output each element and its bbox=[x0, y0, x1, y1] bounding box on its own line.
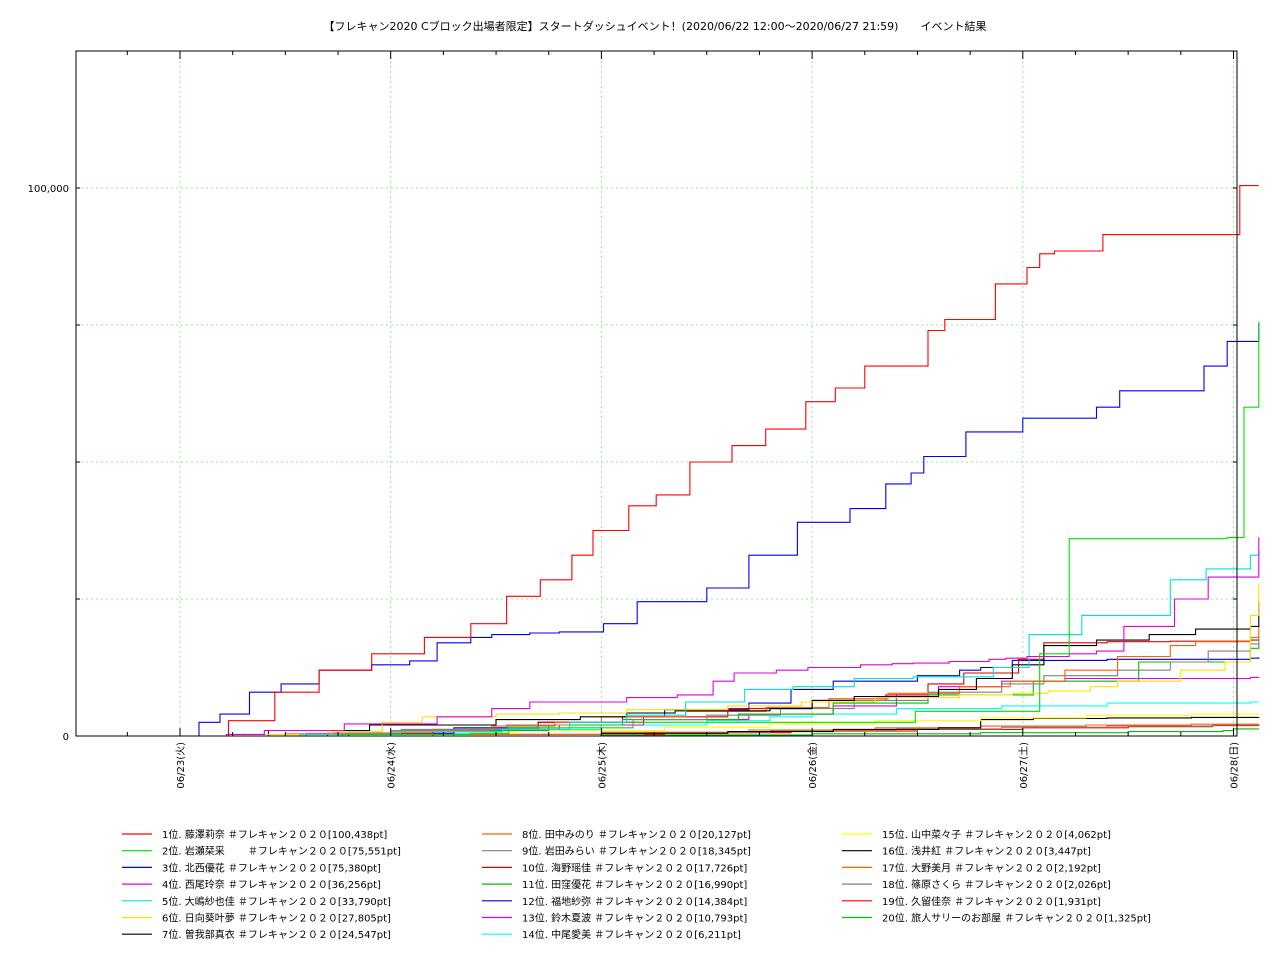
legend-label: 14位. 中尾愛美 ＃フレキャン２０２０[6,211pt] bbox=[522, 928, 741, 941]
series-line bbox=[180, 713, 1260, 737]
legend-label: 13位. 鈴木夏波 ＃フレキャン２０２０[10,793pt] bbox=[522, 912, 747, 925]
x-tick-label: 06/28(日) bbox=[1230, 742, 1241, 789]
legend-label: 9位. 岩田みらい ＃フレキャン２０２０[18,345pt] bbox=[522, 845, 751, 858]
legend-label: 18位. 篠原さくら ＃フレキャン２０２０[2,026pt] bbox=[882, 878, 1111, 891]
series-line bbox=[201, 583, 1260, 737]
series-line bbox=[180, 550, 1260, 737]
legend-label: 19位. 久留佳奈 ＃フレキャン２０２０[1,931pt] bbox=[882, 895, 1101, 908]
grid-lines bbox=[76, 51, 1237, 736]
legend-label: 12位. 福地紗弥 ＃フレキャン２０２０[14,384pt] bbox=[522, 895, 747, 908]
legend-label: 2位. 岩瀬栞采 ＃フレキャン２０２０[75,551pt] bbox=[162, 845, 401, 858]
plot-frame bbox=[75, 50, 1238, 737]
legend-label: 7位. 曽我部真衣 ＃フレキャン２０２０[24,547pt] bbox=[162, 928, 391, 941]
series-line bbox=[180, 723, 1260, 737]
chart-title: 【フレキャン2020 Cブロック出場者限定】スタートダッシュイベント！(2020… bbox=[324, 19, 987, 33]
legend-label: 8位. 田中みのり ＃フレキャン２０２０[20,127pt] bbox=[522, 828, 751, 841]
legend-label: 3位. 北西優花 ＃フレキャン２０２０[75,380pt] bbox=[162, 861, 381, 874]
series-line bbox=[180, 657, 1260, 737]
series-line bbox=[180, 601, 1260, 737]
legend-label: 17位. 大野美月 ＃フレキャン２０２０[2,192pt] bbox=[882, 861, 1101, 874]
legend: 1位. 藤澤莉奈 ＃フレキャン２０２０[100,438pt] 2位. 岩瀬栞采 ＃… bbox=[122, 828, 1151, 941]
series-line bbox=[180, 322, 1260, 737]
legend-label: 16位. 浅井紅 ＃フレキャン２０２０[3,447pt] bbox=[882, 845, 1091, 858]
legend-label: 6位. 日向葵叶夢 ＃フレキャン２０２０[27,805pt] bbox=[162, 912, 391, 925]
y-tick-label: 0 bbox=[63, 732, 69, 743]
legend-label: 10位. 海野瑶佳 ＃フレキャン２０２０[17,726pt] bbox=[522, 861, 747, 874]
legend-label: 1位. 藤澤莉奈 ＃フレキャン２０２０[100,438pt] bbox=[162, 828, 387, 841]
series-line bbox=[180, 537, 1260, 737]
series-line bbox=[180, 322, 1260, 737]
axis-ticks: 06/23(火) 06/24(水) 06/25(木) 06/26(金) 06/27(土)… bbox=[28, 51, 1241, 789]
x-tick-label: 06/24(水) bbox=[386, 742, 398, 789]
y-tick-label: 100,000 bbox=[28, 184, 69, 195]
legend-label: 5位. 大嶋紗也佳 ＃フレキャン２０２０[33,790pt] bbox=[162, 895, 391, 908]
x-tick-label: 06/26(金) bbox=[806, 742, 819, 789]
legend-label: 4位. 西尾玲奈 ＃フレキャン２０２０[36,256pt] bbox=[162, 878, 381, 891]
series-lines bbox=[180, 185, 1260, 737]
x-tick-label: 06/27(土) bbox=[1017, 742, 1030, 789]
legend-label: 20位. 旅人サリーのお部屋 ＃フレキャン２０２０[1,325pt] bbox=[882, 912, 1151, 925]
x-tick-label: 06/25(木) bbox=[596, 742, 608, 789]
legend-label: 15位. 山中菜々子 ＃フレキャン２０２０[4,062pt] bbox=[882, 828, 1111, 841]
legend-label: 11位. 田窪優花 ＃フレキャン２０２０[16,990pt] bbox=[522, 878, 747, 891]
series-line bbox=[207, 185, 1259, 737]
x-tick-label: 06/23(火) bbox=[175, 742, 187, 789]
series-line bbox=[180, 625, 1260, 737]
series-line bbox=[180, 716, 1260, 737]
